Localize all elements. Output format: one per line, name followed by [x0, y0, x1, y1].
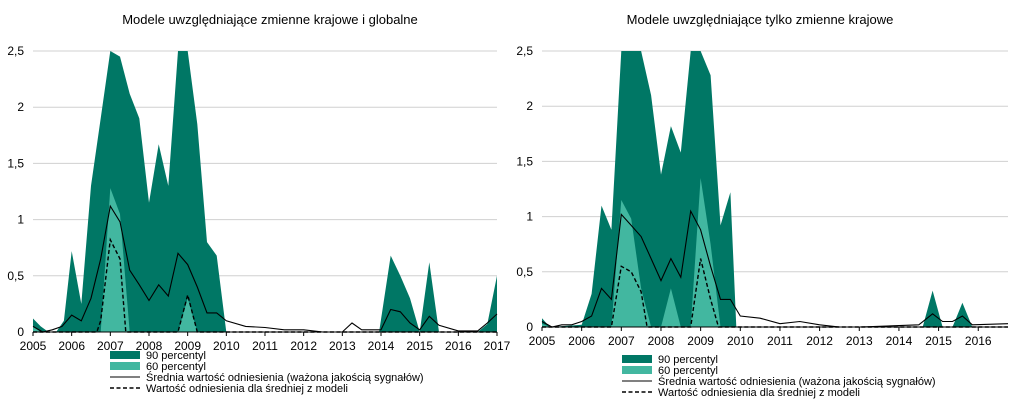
legend-label: 60 percentyl	[658, 365, 718, 377]
x-tick-label: 2012	[290, 339, 317, 353]
x-tick-label: 2016	[445, 339, 472, 353]
x-tick-label: 2013	[846, 334, 873, 348]
legend-swatch-60	[110, 362, 140, 370]
area-60-percentyl	[542, 178, 1008, 327]
y-tick-label: 0	[526, 320, 533, 334]
legend-swatch-90	[622, 355, 652, 363]
x-tick-label: 2010	[727, 334, 754, 348]
x-tick-label: 2005	[529, 334, 556, 348]
x-tick-label: 2010	[213, 339, 240, 353]
x-tick-label: 2013	[329, 339, 356, 353]
x-tick-label: 2007	[97, 339, 124, 353]
x-tick-label: 2016	[965, 334, 992, 348]
legend-label: Średnia wartość odniesienia (ważona jako…	[146, 371, 424, 384]
chart-title: Modele uwzględniające tylko zmienne kraj…	[627, 12, 894, 27]
x-tick-label: 2015	[406, 339, 433, 353]
y-tick-label: 2	[526, 99, 533, 113]
line-srednia-wartosc	[32, 204, 498, 333]
y-tick-label: 0	[17, 325, 24, 339]
legend-label: 90 percentyl	[658, 354, 718, 366]
y-tick-label: 1	[526, 210, 533, 224]
y-tick-label: 2,5	[516, 44, 533, 58]
x-tick-label: 2015	[925, 334, 952, 348]
y-tick-label: 0,5	[516, 265, 533, 279]
line-srednia-wartosc	[541, 209, 1009, 328]
legend-label: 60 percentyl	[146, 361, 206, 373]
x-tick-label: 2012	[806, 334, 833, 348]
legend-label: Wartość odniesienia dla średniej z model…	[658, 387, 860, 399]
legend-label: Średnia wartość odniesienia (ważona jako…	[658, 375, 936, 388]
area-90-percentyl	[542, 51, 1008, 327]
x-tick-label: 2006	[58, 339, 85, 353]
x-tick-label: 2011	[767, 334, 793, 348]
y-tick-label: 1,5	[516, 154, 533, 168]
x-tick-label: 2017	[484, 339, 511, 353]
y-tick-label: 1,5	[7, 156, 24, 170]
line-wartosc-odniesienia	[33, 237, 497, 333]
x-tick-label: 2014	[886, 334, 913, 348]
x-tick-label: 2006	[568, 334, 595, 348]
y-tick-label: 2,5	[7, 44, 24, 58]
legend-label: 90 percentyl	[146, 350, 206, 362]
line-wartosc-odniesienia	[542, 258, 1008, 328]
x-tick-label: 2007	[608, 334, 635, 348]
x-tick-label: 2008	[136, 339, 163, 353]
y-tick-label: 2	[17, 100, 24, 114]
legend-swatch-90	[110, 351, 140, 359]
y-tick-label: 0,5	[7, 269, 24, 283]
chart-2: Modele uwzględniające tylko zmienne kraj…	[516, 12, 1009, 399]
chart-title: Modele uwzględniające zmienne krajowe i …	[122, 12, 418, 27]
x-tick-label: 2005	[20, 339, 47, 353]
legend-label: Wartość odniesienia dla średniej z model…	[146, 383, 348, 395]
chart-1: Modele uwzględniające zmienne krajowe i …	[7, 12, 510, 395]
x-tick-label: 2009	[174, 339, 201, 353]
x-tick-label: 2008	[648, 334, 675, 348]
x-tick-label: 2011	[252, 339, 278, 353]
x-tick-label: 2014	[368, 339, 395, 353]
legend-swatch-60	[622, 366, 652, 374]
area-90-percentyl	[33, 51, 497, 332]
y-tick-label: 1	[17, 213, 24, 227]
x-tick-label: 2009	[687, 334, 714, 348]
